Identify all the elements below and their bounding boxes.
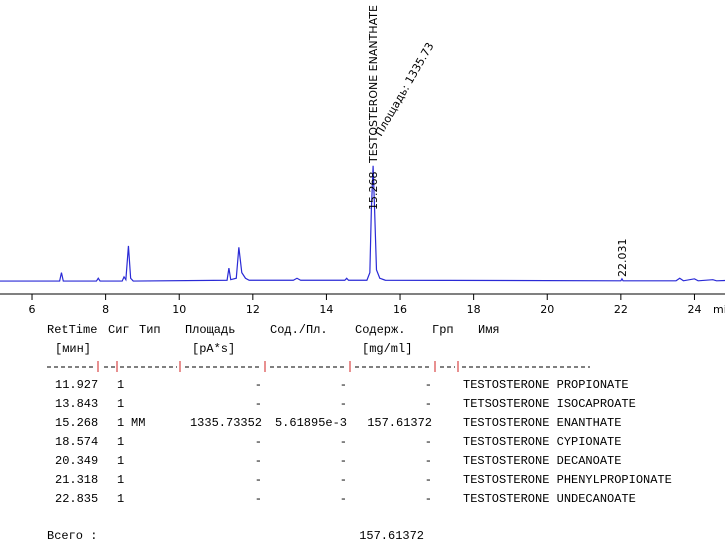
table-cell: 5.61895e-3 (275, 416, 347, 430)
table-cell: TESTOSTERONE DECANOATE (463, 454, 621, 468)
table-cell: TESTOSTERONE UNDECANOATE (463, 492, 636, 506)
table-header: Имя (478, 323, 500, 337)
table-cell: 1 (117, 473, 124, 487)
table-cell: 20.349 (55, 454, 98, 468)
table-cell: 1 (117, 492, 124, 506)
table-cell: - (255, 378, 262, 392)
table-cell: 1335.73352 (190, 416, 262, 430)
table-cell: - (425, 492, 432, 506)
table-cell: - (255, 397, 262, 411)
table-unit: [pA*s] (192, 342, 235, 356)
peak-rt-label: 22.031 (616, 239, 629, 278)
table-header: Содерж. (355, 323, 405, 337)
peak-rt-label: 15.268 (367, 172, 380, 211)
table-header: Тип (139, 323, 161, 337)
peak-name: TESTOSTERONE ENANTHATE (367, 5, 380, 164)
table-header: Грп (432, 323, 454, 337)
x-tick-label: 8 (102, 303, 109, 316)
table-cell: - (340, 378, 347, 392)
x-tick-label: 24 (687, 303, 701, 316)
total-label: Всего : (47, 529, 97, 543)
table-cell: 1 (117, 397, 124, 411)
table-cell: - (255, 435, 262, 449)
chromatogram-trace (0, 165, 725, 282)
table-cell: 22.835 (55, 492, 98, 506)
x-tick-label: 14 (319, 303, 333, 316)
table-unit: [mg/ml] (362, 342, 412, 356)
table-cell: - (255, 492, 262, 506)
table-cell: - (425, 378, 432, 392)
table-cell: - (425, 454, 432, 468)
table-cell: 13.843 (55, 397, 98, 411)
table-cell: TESTOSTERONE CYPIONATE (463, 435, 621, 449)
x-axis-label: min (713, 303, 725, 316)
x-tick-label: 22 (614, 303, 628, 316)
table-cell: - (425, 397, 432, 411)
table-cell: 1 (117, 416, 124, 430)
total-value: 157.61372 (359, 529, 424, 543)
table-cell: - (425, 473, 432, 487)
table-cell: 21.318 (55, 473, 98, 487)
x-tick-label: 16 (393, 303, 407, 316)
x-tick-label: 20 (540, 303, 554, 316)
table-cell: TESTOSTERONE PHENYLPROPIONATE (463, 473, 672, 487)
table-cell: TESTOSTERONE PROPIONATE (463, 378, 629, 392)
table-cell: 15.268 (55, 416, 98, 430)
table-cell: - (425, 435, 432, 449)
table-cell: TESTOSTERONE ENANTHATE (463, 416, 621, 430)
table-header: Сод./Пл. (270, 323, 328, 337)
table-header: Площадь (185, 323, 235, 337)
table-cell: - (255, 454, 262, 468)
table-cell: 157.61372 (367, 416, 432, 430)
x-tick-label: 12 (246, 303, 260, 316)
table-cell: - (255, 473, 262, 487)
table-cell: 1 (117, 454, 124, 468)
table-cell: MM (131, 416, 145, 430)
table-cell: 1 (117, 378, 124, 392)
table-unit: [мин] (55, 342, 91, 356)
table-cell: 1 (117, 435, 124, 449)
table-header: RetTime (47, 323, 97, 337)
table-cell: - (340, 454, 347, 468)
x-tick-label: 10 (172, 303, 186, 316)
table-cell: - (340, 397, 347, 411)
table-cell: - (340, 492, 347, 506)
table-cell: - (340, 473, 347, 487)
table-cell: 18.574 (55, 435, 98, 449)
x-tick-label: 6 (29, 303, 36, 316)
table-cell: TETSOSTERONE ISOCAPROATE (463, 397, 636, 411)
table-cell: 11.927 (55, 378, 98, 392)
x-tick-label: 18 (467, 303, 481, 316)
table-cell: - (340, 435, 347, 449)
table-header: Сиг (108, 323, 130, 337)
